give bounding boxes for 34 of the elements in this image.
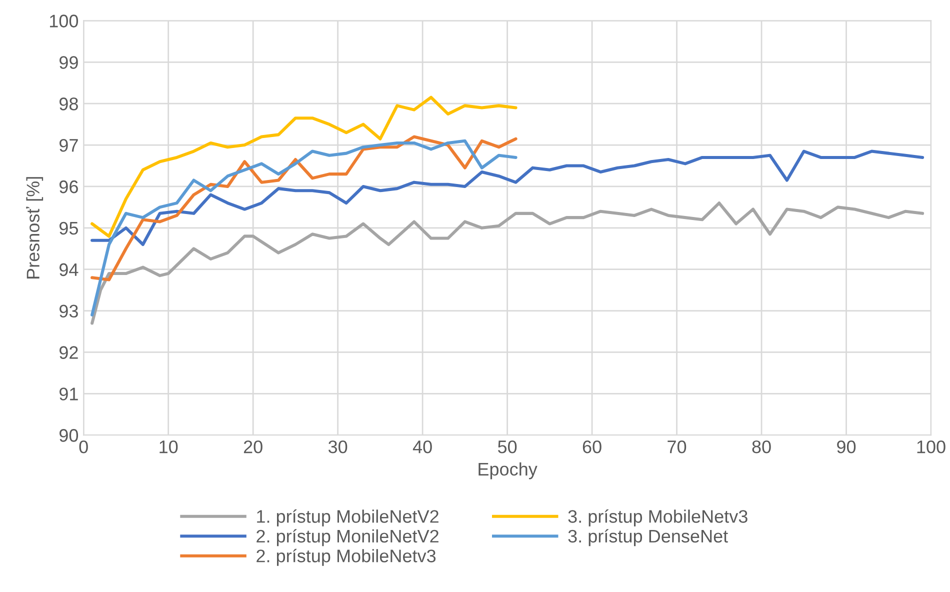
x-tick-label: 90 bbox=[837, 440, 856, 454]
x-axis-title: Epochy bbox=[478, 462, 538, 480]
legend-label: 3. prístup MobileNetv3 bbox=[568, 509, 748, 526]
y-tick-label: 97 bbox=[60, 138, 78, 152]
y-tick-label: 94 bbox=[60, 263, 78, 276]
legend-label: 2. prístup MonileNetV2 bbox=[256, 529, 438, 546]
x-tick-label: 50 bbox=[498, 440, 517, 454]
legend-label: 1. prístup MobileNetV2 bbox=[257, 509, 438, 526]
x-tick-label: 20 bbox=[244, 440, 262, 454]
y-tick-label: 99 bbox=[60, 56, 78, 69]
legend-label: 2. prístup MobileNetv3 bbox=[256, 548, 436, 566]
x-tick-label: 100 bbox=[917, 440, 946, 454]
x-tick-label: 10 bbox=[160, 440, 178, 454]
line-series bbox=[90, 202, 924, 325]
line-series bbox=[90, 150, 924, 246]
x-tick-label: 60 bbox=[582, 440, 602, 454]
y-tick-label: 96 bbox=[60, 180, 78, 194]
line-series bbox=[90, 139, 518, 316]
y-tick-label: 91 bbox=[60, 388, 78, 400]
y-tick-label: 93 bbox=[60, 304, 78, 318]
line-series bbox=[90, 96, 518, 238]
x-tick-label: 30 bbox=[328, 440, 348, 454]
y-tick-label: 90 bbox=[60, 429, 78, 442]
y-tick-label: 95 bbox=[60, 222, 78, 235]
y-tick-label: 100 bbox=[50, 14, 78, 28]
x-tick-label: 40 bbox=[412, 440, 432, 454]
legend-label: 3. prístup DenseNet bbox=[568, 529, 728, 546]
x-tick-label: 0 bbox=[79, 440, 88, 454]
line-series bbox=[90, 135, 518, 282]
y-axis-title: Presnosť [%] bbox=[26, 177, 44, 278]
x-tick-label: 70 bbox=[668, 440, 686, 454]
y-tick-label: 98 bbox=[60, 98, 78, 110]
x-tick-label: 80 bbox=[752, 440, 771, 454]
y-tick-label: 92 bbox=[60, 346, 78, 359]
